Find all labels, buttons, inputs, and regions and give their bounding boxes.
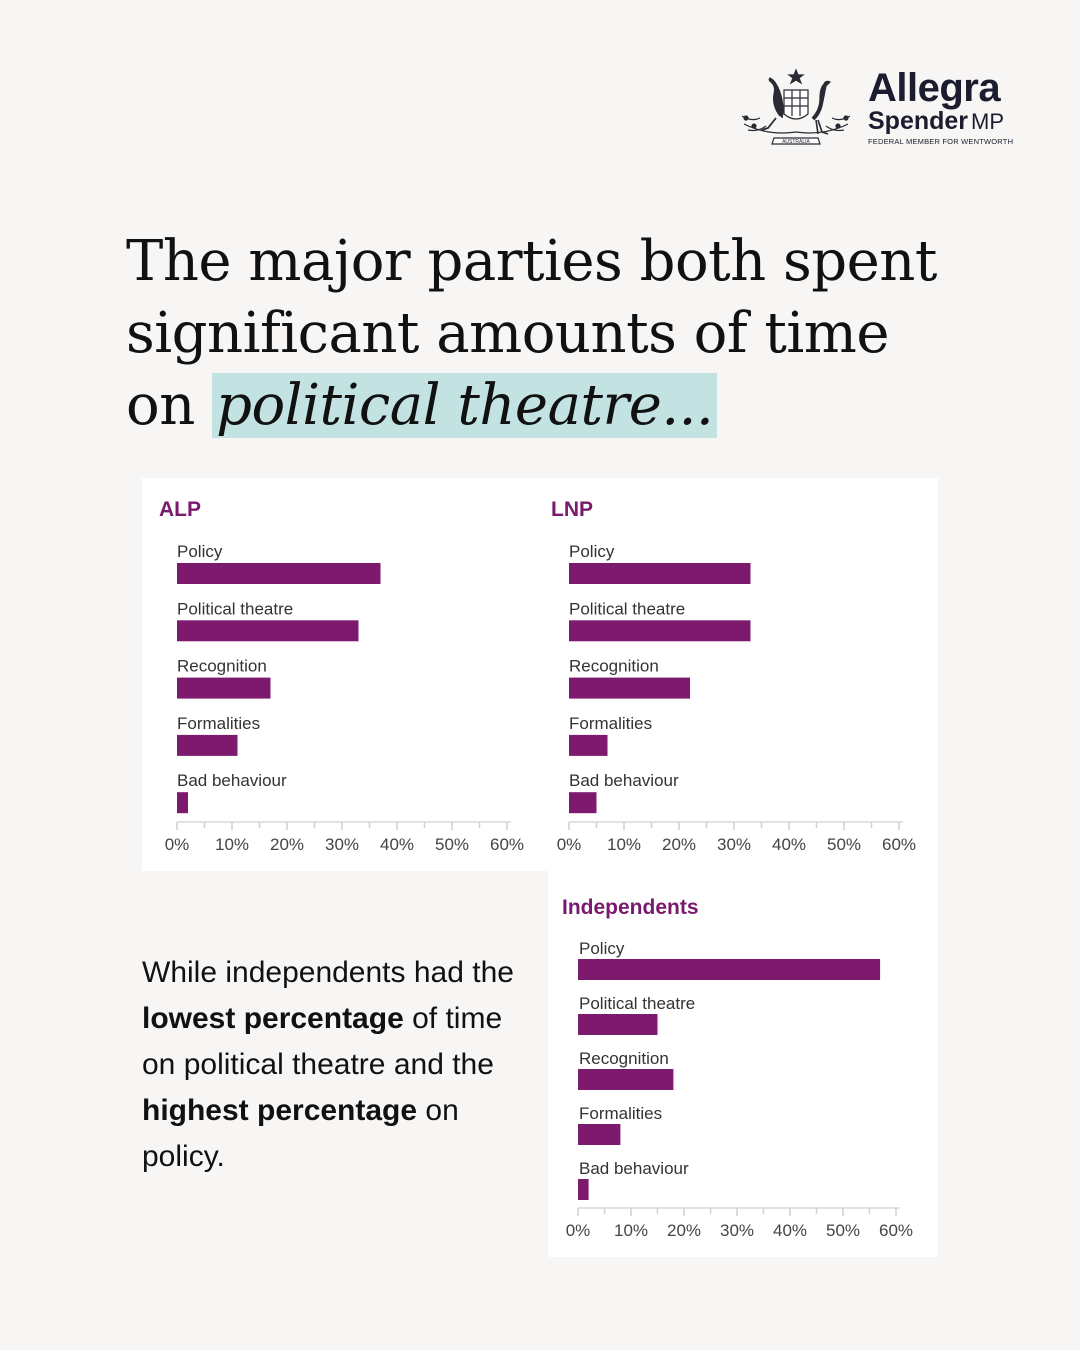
bar-independents: [578, 1014, 658, 1035]
tick-label: 20%: [662, 835, 696, 854]
headline-line-1: The major parties both spent: [126, 229, 937, 294]
bar-independents: [578, 1179, 589, 1200]
tick-label: 30%: [717, 835, 751, 854]
category-label: Formalities: [177, 714, 260, 733]
tick-label: 60%: [490, 835, 524, 854]
brand-first-name: Allegra: [868, 66, 1001, 110]
body-part-2: of time on political theatre and the: [142, 1002, 503, 1081]
tick-label: 40%: [380, 835, 414, 854]
chart-title-independents: Independents: [562, 896, 699, 919]
chart-title-alp: ALP: [159, 498, 201, 521]
headline: The major parties both spent significant…: [126, 226, 986, 442]
bar-lnp: [569, 620, 751, 642]
bar-independents: [578, 959, 881, 980]
tick-label: 40%: [773, 1221, 807, 1240]
brand-last-name: Spender: [868, 107, 969, 135]
body-text: While independents had the lowest percen…: [142, 950, 522, 1180]
category-label: Recognition: [569, 657, 659, 676]
coat-of-arms-icon: AUSTRALIA: [741, 68, 851, 145]
bar-alp: [177, 677, 271, 699]
bar-lnp: [569, 792, 597, 814]
chart-panel-independents: [548, 871, 938, 1257]
headline-line-3-prefix: on: [126, 373, 213, 438]
headline-highlight: political theatre...: [212, 373, 718, 438]
category-label: Formalities: [569, 714, 652, 733]
bar-alp: [177, 620, 359, 642]
tick-label: 60%: [882, 835, 916, 854]
tick-label: 10%: [607, 835, 641, 854]
tick-label: 50%: [435, 835, 469, 854]
bar-alp: [177, 734, 238, 756]
headline-line-3: on political theatre...: [126, 370, 986, 442]
bar-independents: [578, 1124, 621, 1145]
tick-label: 30%: [325, 835, 359, 854]
chart-panel-major-parties: [142, 478, 938, 871]
category-label: Political theatre: [569, 599, 685, 618]
bar-lnp: [569, 563, 751, 584]
tick-label: 0%: [566, 1221, 591, 1240]
brand-logo: AUSTRALIA Allegra Spender MP FEDERAL MEMB…: [738, 64, 1028, 154]
category-label: Bad behaviour: [569, 771, 679, 790]
brand-wordmark: Allegra Spender MP FEDERAL MEMBER FOR WEN…: [868, 68, 1013, 147]
bar-lnp: [569, 677, 690, 699]
tick-label: 10%: [215, 835, 249, 854]
body-part-1: While independents had the: [142, 956, 514, 989]
tick-label: 0%: [165, 835, 190, 854]
category-label: Policy: [569, 542, 615, 561]
tick-label: 20%: [667, 1221, 701, 1240]
crest-text: AUSTRALIA: [782, 139, 810, 145]
body-part-3: on policy.: [142, 1094, 459, 1173]
category-label: Formalities: [579, 1104, 662, 1123]
tick-label: 50%: [826, 1221, 860, 1240]
brand-subtitle: FEDERAL MEMBER FOR WENTWORTH: [868, 137, 1014, 146]
category-label: Political theatre: [579, 994, 695, 1013]
tick-label: 10%: [614, 1221, 648, 1240]
chart-title-lnp: LNP: [551, 498, 593, 521]
tick-label: 60%: [879, 1221, 913, 1240]
brand-suffix: MP: [971, 109, 1005, 134]
body-bold-1: lowest percentage: [142, 1002, 404, 1035]
category-label: Political theatre: [177, 599, 293, 618]
tick-label: 20%: [270, 835, 304, 854]
bar-independents: [578, 1069, 674, 1090]
tick-label: 40%: [772, 835, 806, 854]
bar-alp: [177, 792, 188, 814]
brand-second-line: Spender MP: [868, 108, 1013, 135]
tick-label: 50%: [827, 835, 861, 854]
category-label: Recognition: [177, 657, 267, 676]
headline-line-2: significant amounts of time: [126, 301, 890, 366]
bar-lnp: [569, 734, 608, 756]
category-label: Bad behaviour: [579, 1159, 689, 1178]
category-label: Policy: [177, 542, 223, 561]
category-label: Policy: [579, 939, 625, 958]
body-bold-2: highest percentage: [142, 1094, 418, 1127]
bar-alp: [177, 563, 381, 584]
tick-label: 30%: [720, 1221, 754, 1240]
category-label: Bad behaviour: [177, 771, 287, 790]
tick-label: 0%: [557, 835, 582, 854]
category-label: Recognition: [579, 1049, 669, 1068]
